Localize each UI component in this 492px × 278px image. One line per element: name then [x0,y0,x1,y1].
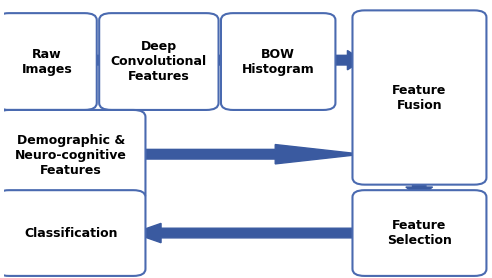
Polygon shape [133,223,365,243]
Text: BOW
Histogram: BOW Histogram [242,48,314,76]
Text: Feature
Selection: Feature Selection [387,219,452,247]
FancyBboxPatch shape [352,10,487,185]
Text: Demographic &
Neuro-cognitive
Features: Demographic & Neuro-cognitive Features [15,134,127,177]
FancyBboxPatch shape [352,190,487,276]
Polygon shape [206,51,231,70]
FancyBboxPatch shape [99,13,218,110]
Text: Feature
Fusion: Feature Fusion [392,83,447,111]
FancyBboxPatch shape [0,190,146,276]
Text: Deep
Convolutional
Features: Deep Convolutional Features [111,40,207,83]
Text: Classification: Classification [25,227,118,240]
FancyBboxPatch shape [221,13,336,110]
Polygon shape [133,145,362,164]
Polygon shape [85,51,109,70]
FancyBboxPatch shape [0,13,97,110]
Text: Raw
Images: Raw Images [22,48,72,76]
FancyBboxPatch shape [0,110,146,201]
Polygon shape [323,51,362,70]
Polygon shape [406,178,432,197]
